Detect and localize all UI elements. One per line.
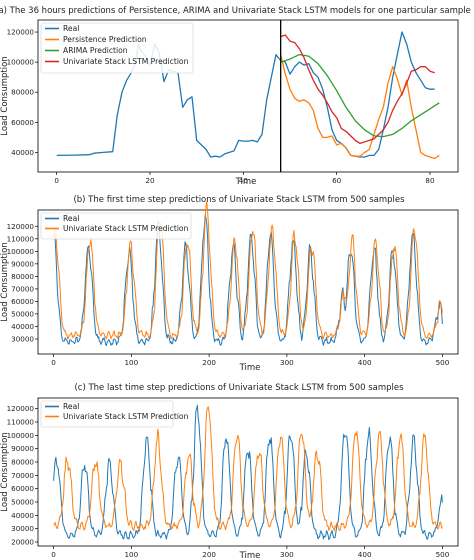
panel-b-ytick-label: 100000 — [7, 247, 35, 256]
panel-a-ylabel: Load Consumption — [0, 56, 10, 135]
panel-a-xtick-label: 80 — [425, 176, 435, 185]
panel-a-xtick-label: 0 — [54, 176, 59, 185]
panel-c-xtick-label: 500 — [436, 550, 450, 559]
panel-a: (a) The 36 hours predictions of Persiste… — [0, 6, 471, 187]
panel-b-ytick-label: 90000 — [11, 259, 34, 268]
panel-a-ytick-label: 80000 — [11, 88, 34, 97]
panel-a-ytick-label: 100000 — [7, 58, 35, 67]
panel-c-series — [53, 404, 443, 541]
panel-c: (c) The last time step predictions of Un… — [0, 383, 459, 560]
panel-b-ytick-label: 30000 — [11, 334, 34, 343]
panel-b-xtick-label: 400 — [358, 358, 372, 367]
panel-c-ytick-label: 110000 — [7, 418, 35, 427]
panel-a-series-3-line — [280, 34, 435, 145]
panel-b-legend-box — [40, 212, 192, 240]
panel-c-ytick-label: 100000 — [7, 431, 35, 440]
panel-c-ytick-label: 40000 — [11, 511, 34, 520]
panel-b-ytick-label: 120000 — [7, 222, 35, 231]
panel-c-ylabel: Load Consumption — [0, 432, 10, 511]
panel-b-legend-label: Real — [63, 214, 79, 223]
panel-b-xtick-label: 100 — [124, 358, 138, 367]
panel-a-title: (a) The 36 hours predictions of Persiste… — [0, 6, 471, 16]
panel-c-xtick-label: 300 — [280, 550, 294, 559]
panel-b: (b) The first time step predictions of U… — [0, 195, 459, 373]
panel-c-ytick-label: 90000 — [11, 444, 34, 453]
panel-a-xlabel: Time — [235, 177, 257, 187]
panel-a-xtick-label: 40 — [239, 176, 249, 185]
panel-a-ytick-label: 60000 — [11, 118, 34, 127]
panel-a-series-2-line — [280, 53, 440, 138]
panel-a-ytick-label: 40000 — [11, 148, 34, 157]
panel-c-xtick-label: 100 — [124, 550, 138, 559]
panel-b-ytick-label: 40000 — [11, 322, 34, 331]
panel-c-xtick-label: 200 — [202, 550, 216, 559]
panel-b-xlabel: Time — [239, 363, 261, 373]
panel-c-xlabel: Time — [239, 551, 261, 560]
panel-b-legend-label: Univariate Stack LSTM Prediction — [63, 224, 189, 233]
panel-c-title: (c) The last time step predictions of Un… — [74, 383, 404, 393]
panel-b-title: (b) The first time step predictions of U… — [73, 195, 405, 205]
panel-c-ytick-label: 20000 — [11, 538, 34, 547]
panel-a-legend-label: Real — [63, 24, 79, 33]
panel-b-ylabel: Load Consumption — [0, 242, 10, 321]
panel-c-ytick-label: 70000 — [11, 471, 34, 480]
panel-b-ytick-label: 60000 — [11, 297, 34, 306]
panel-c-ytick-label: 50000 — [11, 498, 34, 507]
panel-b-xtick-label: 0 — [51, 358, 56, 367]
panel-b-series-0-line — [53, 214, 443, 346]
panel-b-ticks: 0 100 200 300 400 500 30000 40000 50000 60000 7000… — [7, 222, 450, 367]
panel-c-ytick-label: 60000 — [11, 484, 34, 493]
panel-c-series-0-line — [53, 404, 443, 541]
panel-a-legend: Real Persistence Prediction ARIMA Predicti… — [40, 22, 194, 74]
panel-c-ytick-label: 120000 — [7, 404, 35, 413]
panel-c-legend-label: Real — [63, 402, 79, 411]
panel-b-ytick-label: 110000 — [7, 234, 35, 243]
panel-b-xtick-label: 500 — [436, 358, 450, 367]
panel-a-legend-box — [40, 22, 194, 74]
panel-a-ticks: 0 20 40 60 80 40000 60000 80000 100000 120000 — [7, 28, 435, 185]
panel-b-ytick-label: 80000 — [11, 272, 34, 281]
panel-a-ytick-label: 120000 — [7, 28, 35, 37]
panel-b-ytick-label: 70000 — [11, 284, 34, 293]
panel-a-legend-label: Persistence Prediction — [63, 35, 147, 44]
panel-a-xtick-label: 60 — [332, 176, 342, 185]
panel-b-xtick-label: 300 — [280, 358, 294, 367]
panel-c-frame — [37, 397, 459, 547]
panel-c-xtick-label: 400 — [358, 550, 372, 559]
panel-c-legend-label: Univariate Stack LSTM Prediction — [63, 412, 189, 421]
panel-a-legend-label: ARIMA Prediction — [63, 46, 128, 55]
panel-a-series — [56, 20, 440, 172]
panel-b-xtick-label: 200 — [202, 358, 216, 367]
panel-c-series-1-line — [53, 406, 443, 532]
panel-b-series-1-line — [53, 201, 443, 340]
panel-c-ytick-label: 30000 — [11, 524, 34, 533]
panel-c-ytick-label: 80000 — [11, 458, 34, 467]
panel-b-series — [53, 201, 443, 346]
panel-a-xtick-label: 20 — [145, 176, 155, 185]
panel-b-ytick-label: 50000 — [11, 309, 34, 318]
panel-c-legend-box — [40, 400, 174, 428]
panel-a-legend-label: Univariate Stack LSTM Prediction — [63, 57, 189, 66]
panel-c-xtick-label: 0 — [51, 550, 56, 559]
panel-a-frame — [37, 19, 459, 173]
panel-c-ticks: 0 100 200 300 400 500 20000 30000 40000 50000 6000… — [7, 404, 450, 559]
panel-a-series-1-line — [280, 54, 440, 160]
panel-b-frame — [37, 209, 459, 355]
